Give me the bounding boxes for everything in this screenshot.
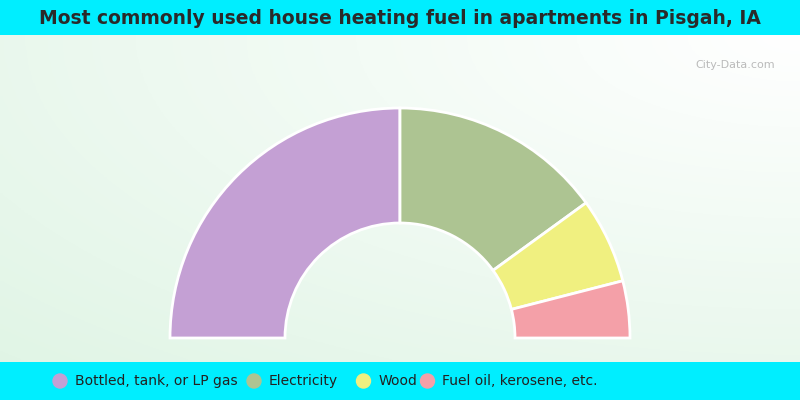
Text: Electricity: Electricity [269,374,338,388]
Circle shape [357,374,370,388]
Text: City-Data.com: City-Data.com [695,60,775,70]
Text: Bottled, tank, or LP gas: Bottled, tank, or LP gas [75,374,238,388]
Bar [0,362,800,400]
Text: Fuel oil, kerosene, etc.: Fuel oil, kerosene, etc. [442,374,598,388]
Circle shape [421,374,434,388]
Circle shape [53,374,67,388]
Text: Most commonly used house heating fuel in apartments in Pisgah, IA: Most commonly used house heating fuel in… [39,8,761,28]
Wedge shape [170,108,400,338]
Wedge shape [493,203,622,310]
Wedge shape [400,108,586,270]
Wedge shape [511,281,630,338]
Text: Wood: Wood [378,374,418,388]
Circle shape [247,374,261,388]
